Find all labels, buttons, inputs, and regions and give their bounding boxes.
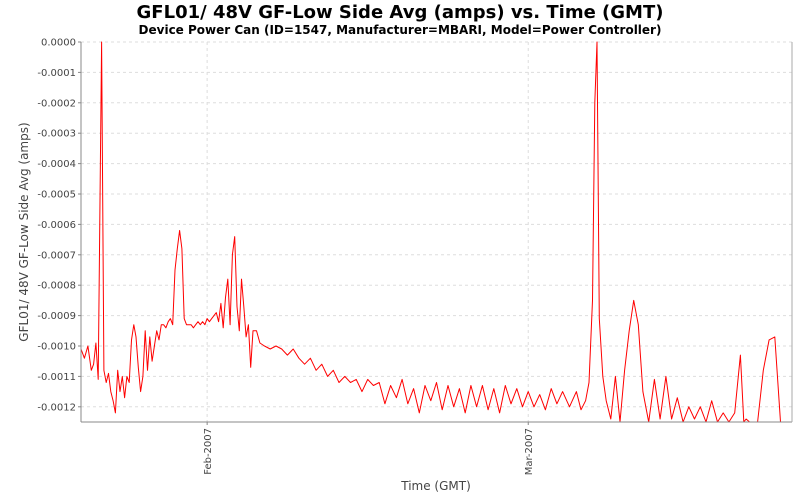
x-axis-ticks: Feb-2007 Mar-2007 — [203, 422, 535, 475]
y-tick-label: -0.0012 — [37, 402, 76, 413]
y-tick-label: -0.0005 — [37, 190, 76, 201]
data-series-line — [80, 41, 792, 423]
y-tick-label: -0.0009 — [37, 311, 76, 322]
chart-title: GFL01/ 48V GF-Low Side Avg (amps) vs. Ti… — [136, 2, 664, 23]
y-axis-label: GFL01/ 48V GF-Low Side Avg (amps) — [17, 122, 31, 341]
y-tick-label: -0.0002 — [37, 98, 76, 109]
y-tick-label: -0.0010 — [37, 342, 76, 353]
y-tick-label: -0.0006 — [37, 220, 76, 231]
y-tick-label: 0.0000 — [41, 38, 76, 49]
x-tick-label: Feb-2007 — [203, 428, 214, 475]
y-tick-label: -0.0003 — [37, 129, 76, 140]
x-tick-label: Mar-2007 — [524, 428, 535, 475]
plot-area — [81, 42, 792, 422]
y-tick-label: -0.0008 — [37, 281, 76, 292]
x-axis-label: Time (GMT) — [400, 479, 471, 493]
chart-subtitle: Device Power Can (ID=1547, Manufacturer=… — [138, 23, 662, 37]
y-tick-label: -0.0004 — [37, 159, 76, 170]
grid — [81, 41, 792, 422]
y-tick-label: -0.0007 — [37, 250, 76, 261]
y-tick-label: -0.0011 — [37, 372, 76, 383]
y-tick-label: -0.0001 — [37, 68, 76, 79]
y-axis-ticks: 0.0000 -0.0001 -0.0002 -0.0003 -0.0004 -0.000… — [37, 38, 81, 413]
